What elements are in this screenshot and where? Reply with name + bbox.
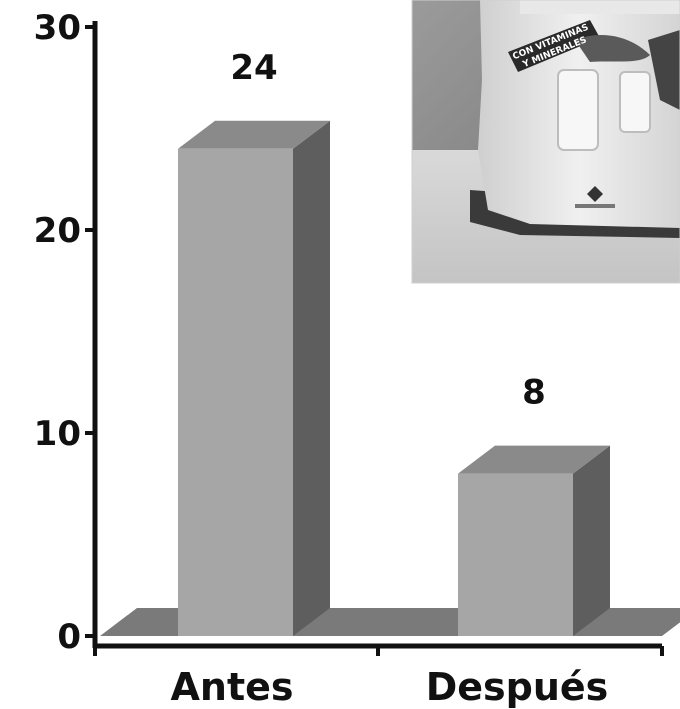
y-tick-label: 20 [34, 211, 81, 251]
bar-después [458, 445, 610, 636]
y-tick-label: 30 [34, 8, 81, 48]
data-label: 24 [230, 48, 277, 88]
bar-top-face [178, 120, 330, 149]
bar-side-face [293, 120, 330, 637]
x-category-label: Antes [170, 665, 293, 709]
x-category-label: Después [426, 665, 609, 709]
y-axis: 0 10 20 30 [34, 8, 664, 657]
y-tick-label: 10 [34, 414, 81, 454]
bars [178, 120, 610, 637]
bar-top-face [458, 445, 610, 474]
bar-antes [178, 120, 330, 637]
bar-front-face [458, 473, 573, 636]
bar-side-face [573, 445, 610, 636]
bar-front-face [178, 148, 293, 637]
y-tick-label: 0 [57, 617, 81, 657]
labels: 24 Antes 8 Después [170, 48, 608, 709]
data-label: 8 [522, 373, 546, 413]
